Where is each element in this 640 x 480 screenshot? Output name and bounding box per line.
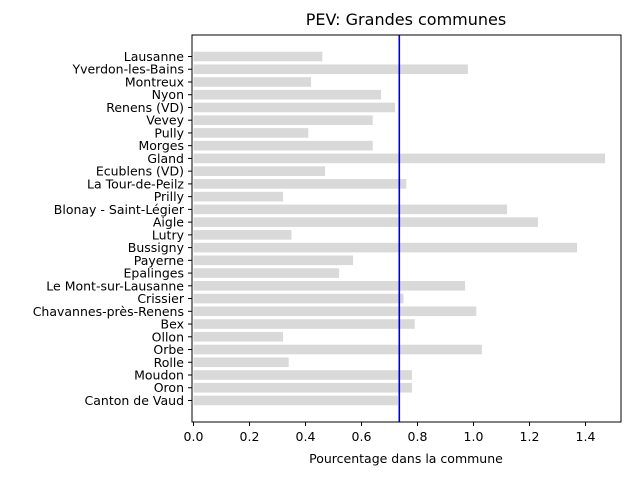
y-tick-label: Morges [139, 138, 185, 153]
bar [193, 115, 373, 125]
bars-group [193, 51, 606, 406]
bar [193, 306, 477, 317]
y-tick-label: Vevey [146, 113, 184, 128]
bar [193, 179, 407, 189]
y-tick-label: Prilly [154, 189, 185, 204]
bar [193, 242, 578, 253]
x-tick-label: 0.8 [408, 429, 428, 444]
y-tick-label: Lausanne [124, 49, 185, 64]
y-tick-label: Ecublens (VD) [96, 164, 184, 179]
x-tick-labels: 0.0 0.2 0.4 0.6 0.8 1.0 1.2 1.4 [184, 422, 596, 444]
x-tick-label: 1.4 [576, 429, 596, 444]
bar [193, 217, 538, 227]
y-tick-label: Le Mont-sur-Lausanne [46, 278, 184, 293]
y-tick-label: Oron [154, 380, 184, 395]
bar [193, 64, 468, 75]
y-tick-label: Pully [154, 125, 184, 140]
bar [193, 357, 289, 368]
y-tick-label: Aigle [153, 215, 184, 230]
y-tick-label: Nyon [152, 87, 184, 102]
bar [193, 370, 412, 380]
y-tick-label: Bex [161, 317, 184, 332]
x-tick-label: 1.2 [520, 429, 540, 444]
x-tick-label: 0.2 [240, 429, 260, 444]
bar [193, 293, 404, 304]
y-tick-label: Moudon [134, 368, 184, 383]
x-tick-label: 0.6 [352, 429, 372, 444]
bar [193, 140, 373, 151]
bar [193, 255, 354, 266]
y-tick-label: Bussigny [128, 240, 185, 255]
bar [193, 51, 323, 62]
plot-frame [191, 34, 622, 423]
bar [193, 395, 398, 406]
bar [193, 204, 508, 215]
bar [193, 230, 292, 240]
y-tick-labels: LausanneYverdon-les-BainsMontreuxNyonRen… [33, 49, 192, 408]
y-tick-label: Payerne [134, 253, 185, 268]
x-tick-label: 0.4 [296, 429, 316, 444]
y-tick-label: Chavannes-près-Renens [33, 304, 184, 319]
bar [193, 344, 482, 355]
x-axis-label: Pourcentage dans la commune [309, 451, 503, 466]
bar [193, 319, 415, 329]
y-tick-label: La Tour-de-Peilz [87, 176, 184, 191]
bar [193, 89, 382, 100]
chart-title: PEV: Grandes communes [306, 10, 506, 29]
bar [193, 102, 396, 113]
y-tick-label: Rolle [154, 355, 185, 370]
bar [193, 331, 284, 342]
bar [193, 382, 412, 393]
y-tick-label: Montreux [125, 74, 184, 89]
y-tick-label: Epalinges [124, 266, 185, 281]
bar [193, 77, 312, 87]
y-tick-label: Yverdon-les-Bains [71, 62, 184, 77]
y-tick-label: Ollon [152, 329, 184, 344]
y-tick-label: Renens (VD) [106, 100, 184, 115]
bar [193, 128, 309, 138]
x-tick-label: 0.0 [184, 429, 204, 444]
x-tick-label: 1.0 [464, 429, 484, 444]
y-tick-label: Blonay - Saint-Légier [54, 202, 185, 217]
y-tick-label: Crissier [137, 291, 185, 306]
y-tick-label: Gland [147, 151, 184, 166]
y-tick-label: Lutry [152, 227, 185, 242]
bar [193, 268, 340, 278]
y-tick-label: Canton de Vaud [85, 393, 184, 408]
bar [193, 191, 284, 202]
y-tick-label: Orbe [153, 342, 184, 357]
bar [193, 166, 326, 176]
bar [193, 281, 466, 291]
